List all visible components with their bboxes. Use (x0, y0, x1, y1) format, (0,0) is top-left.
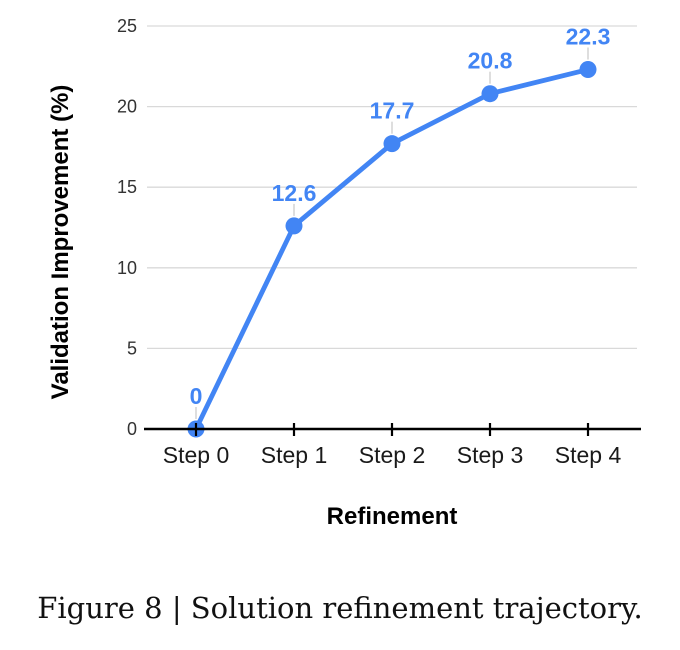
data-point-label: 20.8 (468, 48, 513, 74)
y-tick-label: 5 (127, 338, 137, 358)
data-point-label: 17.7 (370, 98, 415, 124)
figure-caption: Figure 8 | Solution refinement trajector… (37, 591, 643, 625)
x-tick-label: Step 3 (457, 442, 524, 468)
data-point-label: 12.6 (272, 180, 317, 206)
data-point-label: 0 (190, 383, 203, 409)
x-tick-label: Step 1 (261, 442, 328, 468)
x-axis-title: Refinement (327, 503, 458, 530)
x-tick-label: Step 4 (555, 442, 622, 468)
y-tick-label: 0 (127, 419, 137, 439)
y-tick-label: 10 (117, 258, 137, 278)
x-tick-label: Step 2 (359, 442, 426, 468)
x-tick-label: Step 0 (163, 442, 230, 468)
data-point-marker (481, 85, 499, 103)
data-point-label: 22.3 (566, 24, 611, 50)
data-point-marker (579, 61, 597, 79)
y-axis-title: Validation Improvement (%) (47, 85, 74, 400)
y-tick-label: 15 (117, 177, 137, 197)
data-point-marker (285, 217, 303, 235)
y-tick-label: 25 (117, 16, 137, 36)
data-point-marker (383, 135, 401, 153)
line-chart: 0 12.6 17.7 20.8 22.3 0 5 10 15 20 25 Step 0 Step 1 S… (47, 16, 641, 530)
y-tick-label: 20 (117, 97, 137, 117)
